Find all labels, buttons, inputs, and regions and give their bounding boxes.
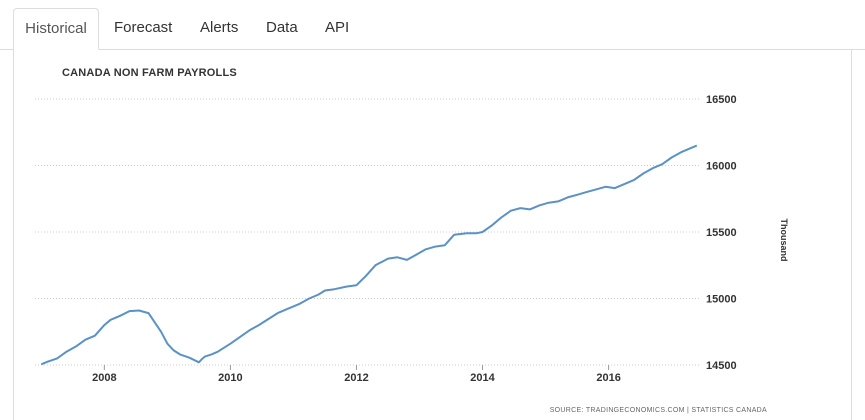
y-axis-ticks: 14500 15000 15500 16000 16500 bbox=[706, 94, 737, 372]
tab-alerts[interactable]: Alerts bbox=[200, 19, 239, 36]
tab-bar: Historical Forecast Alerts Data API bbox=[0, 0, 865, 50]
y-axis-label: Thousand bbox=[779, 219, 789, 262]
tab-forecast[interactable]: Forecast bbox=[114, 19, 173, 36]
x-tick-label: 2016 bbox=[596, 372, 620, 384]
y-tick-label: 15000 bbox=[706, 294, 737, 306]
series-line bbox=[40, 144, 698, 366]
x-axis-ticks: 2008 2010 2012 2014 2016 bbox=[92, 365, 621, 384]
chart-title: CANADA NON FARM PAYROLLS bbox=[62, 67, 237, 79]
chart-panel bbox=[13, 49, 852, 420]
source-note: SOURCE: TRADINGECONOMICS.COM | STATISTIC… bbox=[550, 407, 767, 414]
x-tick-label: 2010 bbox=[218, 372, 242, 384]
tab-data[interactable]: Data bbox=[266, 19, 298, 36]
y-tick-label: 16500 bbox=[706, 94, 737, 106]
tab-historical[interactable]: Historical bbox=[13, 8, 99, 50]
y-tick-label: 15500 bbox=[706, 227, 737, 239]
tab-api[interactable]: API bbox=[325, 19, 350, 36]
x-tick-label: 2008 bbox=[92, 372, 116, 384]
x-tick-label: 2014 bbox=[470, 372, 495, 384]
chart-grid bbox=[35, 98, 700, 366]
y-tick-label: 14500 bbox=[706, 360, 737, 372]
y-tick-label: 16000 bbox=[706, 161, 737, 173]
x-tick-label: 2012 bbox=[344, 372, 368, 384]
